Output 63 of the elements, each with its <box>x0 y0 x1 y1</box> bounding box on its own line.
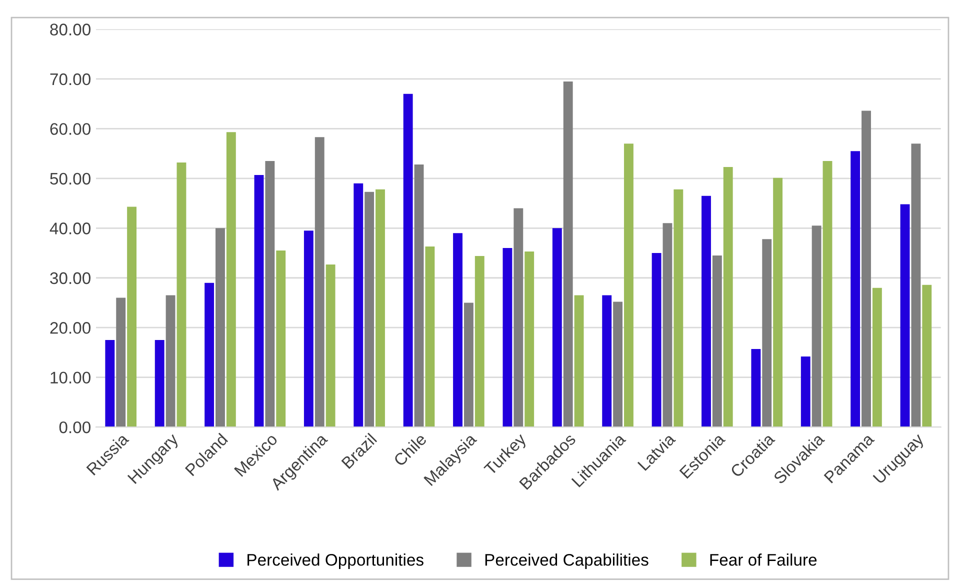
y-tick-label: 0.00 <box>59 421 90 434</box>
bar <box>376 189 385 428</box>
bar <box>702 196 711 428</box>
y-tick-label: 60.00 <box>50 123 90 135</box>
bar <box>105 340 115 428</box>
bar <box>276 250 286 428</box>
bar <box>425 246 435 428</box>
bar <box>712 256 722 428</box>
bar <box>403 94 413 428</box>
bar <box>563 81 573 428</box>
bar <box>265 161 275 428</box>
bar <box>364 192 374 428</box>
bar <box>127 206 136 428</box>
bar <box>900 204 910 428</box>
bar <box>762 239 772 428</box>
bar <box>911 144 921 428</box>
bar <box>773 178 783 428</box>
bar <box>354 183 364 428</box>
y-tick-label: 10.00 <box>50 372 90 384</box>
bar <box>872 288 882 428</box>
y-tick-label: 40.00 <box>50 222 90 234</box>
y-tick-label: 50.00 <box>50 172 90 185</box>
y-tick-label: 70.00 <box>50 73 90 86</box>
bar <box>812 226 822 428</box>
bar <box>154 340 164 428</box>
bar <box>751 348 761 428</box>
bar <box>314 137 324 428</box>
bar <box>502 248 512 428</box>
bar <box>514 208 524 428</box>
bar <box>176 162 186 428</box>
legend-label: Perceived Opportunities <box>248 554 424 570</box>
bar <box>464 302 474 428</box>
bar <box>166 295 176 428</box>
bar <box>254 174 264 428</box>
bar <box>602 295 612 428</box>
bar <box>552 228 562 428</box>
bar <box>662 223 672 428</box>
y-tick-label: 80.00 <box>50 24 90 36</box>
y-tick-label: 30.00 <box>50 272 90 284</box>
bar <box>204 282 214 428</box>
bar <box>613 302 623 428</box>
bar <box>800 356 810 428</box>
bar <box>822 161 832 428</box>
bar <box>326 264 336 428</box>
bar <box>116 298 126 428</box>
bar <box>474 256 484 428</box>
legend-label: Fear of Failure <box>710 554 817 566</box>
bar <box>652 253 662 428</box>
bar <box>624 144 634 428</box>
bar <box>674 189 684 428</box>
y-tick-label: 20.00 <box>50 322 90 334</box>
bar <box>414 164 424 428</box>
bar <box>922 284 932 428</box>
bar <box>304 230 314 428</box>
bar <box>723 166 733 428</box>
bar <box>453 233 462 428</box>
bar <box>850 151 860 428</box>
bar <box>216 228 225 428</box>
bar <box>524 252 534 428</box>
bar <box>226 132 236 428</box>
bar <box>574 295 584 428</box>
bar <box>862 110 871 428</box>
legend-label: Perceived Capabilities <box>485 554 648 570</box>
